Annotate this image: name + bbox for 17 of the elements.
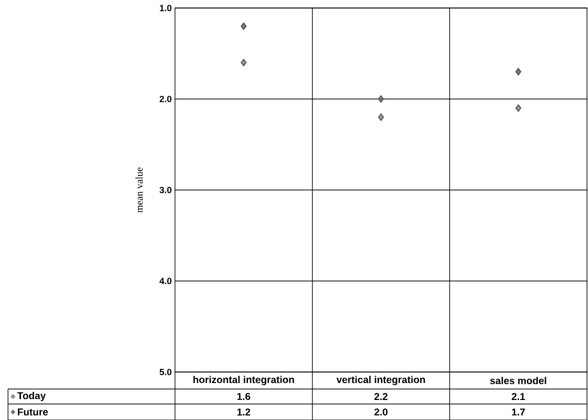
x-tick-label: vertical integration (336, 376, 425, 386)
y-axis-title: mean value (136, 168, 143, 213)
y-tick-label: 5.0 (160, 368, 172, 376)
y-tick-label: 2.0 (160, 96, 172, 102)
y-tick-label: 3.0 (160, 186, 172, 194)
data-label: 1.2 (237, 408, 250, 416)
data-label: 2.0 (374, 408, 388, 416)
legend-label: Today (17, 392, 46, 402)
data-label: 2.2 (374, 393, 388, 400)
data-label: 2.1 (512, 393, 525, 400)
x-tick-label: sales model (490, 376, 546, 384)
y-tick-label: 1.0 (160, 4, 172, 12)
legend-label: Future (18, 408, 48, 416)
data-label: 1.7 (512, 408, 525, 416)
data-label: 1.6 (237, 392, 250, 400)
y-tick-label: 4.0 (159, 278, 172, 284)
x-tick-label: horizontal integration (193, 376, 294, 386)
